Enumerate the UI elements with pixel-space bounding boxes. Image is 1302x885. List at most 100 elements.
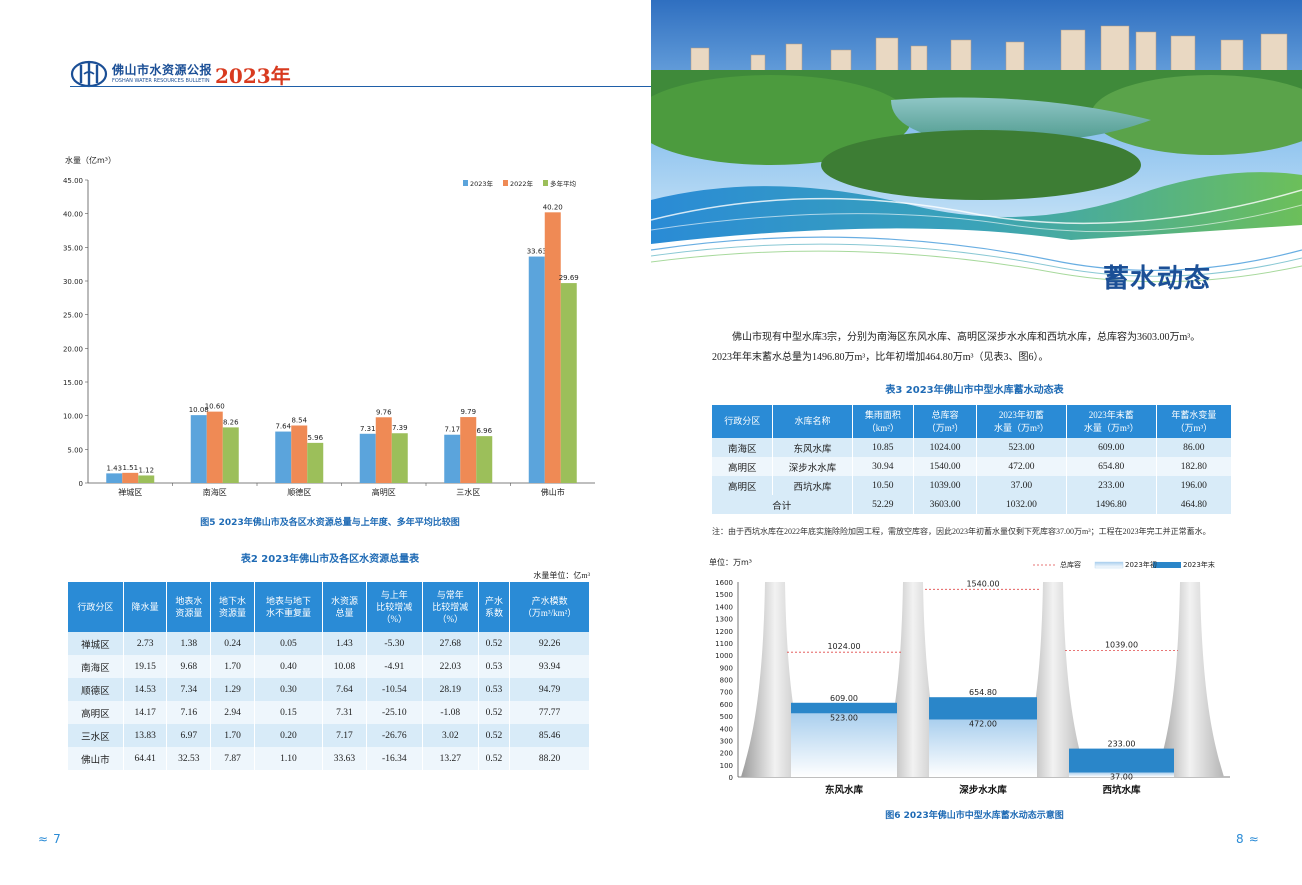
figure5-caption: 图5 2023年佛山市及各区水资源总量与上年度、多年平均比较图 xyxy=(200,518,460,528)
table2-row: 顺德区 14.53 7.34 1.29 0.30 7.64 -10.54 28.19 0.53 9… xyxy=(68,678,590,701)
data-label: 5.96 xyxy=(307,434,323,442)
table3-cell: 86.00 xyxy=(1156,438,1233,457)
y-tick-label: 500 xyxy=(720,713,733,721)
end-storage-label: 609.00 xyxy=(830,694,858,703)
capacity-label: 1039.00 xyxy=(1105,640,1138,649)
reservoir-name: 东风水库 xyxy=(825,784,864,796)
table3-header-cell: 2023年初蓄 水量（万m³） xyxy=(976,405,1067,438)
left-page-footer: ≈ 7 xyxy=(38,828,61,847)
figure5-bar-chart: 水量（亿m³） 0 5.00 10.00 15.00 20.00 25.00 30.00 35.… xyxy=(63,155,595,497)
table3-header-cell: 集雨面积 （km²） xyxy=(852,405,915,438)
y-tick-label: 10.00 xyxy=(63,413,83,421)
data-label: 6.96 xyxy=(476,427,492,435)
y-tick-label: 800 xyxy=(720,677,733,685)
reservoir-initial-water xyxy=(791,713,897,777)
table3-cell: 南海区 xyxy=(712,438,774,457)
unit-label: 单位：万m³ xyxy=(709,557,752,567)
table2-header-cell: 与上年 比较增减 （%） xyxy=(366,582,423,632)
table2-cell: 1.29 xyxy=(210,678,255,701)
table2-cell: 1.38 xyxy=(166,632,212,655)
figure6-reservoir-chart: 单位：万m³ 0 100 200 300 400 500 600 700 800 900 1000 11… xyxy=(709,557,1230,796)
y-tick-label: 600 xyxy=(720,701,733,709)
table2-cell: 0.53 xyxy=(478,678,511,701)
table3-total-cell: 1496.80 xyxy=(1066,495,1157,514)
legend-swatch xyxy=(463,180,468,186)
bar xyxy=(391,433,408,483)
y-tick-label: 300 xyxy=(720,737,733,745)
table3-cell: 高明区 xyxy=(712,476,774,495)
data-label: 7.64 xyxy=(275,423,291,431)
decorative-wave-lines xyxy=(651,236,1302,283)
y-tick-label: 1000 xyxy=(715,652,733,660)
table2-cell: 佛山市 xyxy=(68,747,124,770)
legend-label: 2023年初 xyxy=(1125,560,1157,569)
end-storage-label: 654.80 xyxy=(969,688,997,697)
table3-total-cell: 3603.00 xyxy=(913,495,977,514)
table2: 行政分区 降水量 地表水 资源量 地下水 资源量 地表与地下 水不重复量 水资源 总量 与上年 比较增… xyxy=(68,582,590,770)
bar xyxy=(544,212,561,483)
data-label: 7.39 xyxy=(392,424,408,432)
table2-row: 禅城区 2.73 1.38 0.24 0.05 1.43 -5.30 27.68 0.52 92.… xyxy=(68,632,590,655)
table2-unit: 水量单位：亿m³ xyxy=(533,571,590,580)
table3-header-cell: 年蓄水变量 （万m³） xyxy=(1156,405,1233,438)
table2-cell: 南海区 xyxy=(68,655,124,678)
table2-row: 高明区 14.17 7.16 2.94 0.15 7.31 -25.10 -1.08 0.52 7… xyxy=(68,701,590,724)
x-tick-label: 南海区 xyxy=(203,487,227,497)
table2-cell: 3.02 xyxy=(422,724,479,747)
table3-header-row: 行政分区 水库名称 集雨面积 （km²） 总库容 （万m³） 2023年初蓄 水量（万m³） 2… xyxy=(712,405,1233,438)
data-label: 8.54 xyxy=(291,416,307,424)
y-tick-label: 0 xyxy=(729,774,733,782)
intro-paragraph-1: 佛山市现有中型水库3宗，分别为南海区东风水库、高明区深步水水库和西坑水库，总库容… xyxy=(732,332,1201,343)
data-label: 1.43 xyxy=(106,464,122,472)
table2-cell: 7.87 xyxy=(210,747,255,770)
table2-cell: 6.97 xyxy=(166,724,212,747)
table2-cell: -5.30 xyxy=(366,632,423,655)
table2-cell: -10.54 xyxy=(366,678,423,701)
table2-cell: 33.63 xyxy=(322,747,367,770)
table3-cell: 196.00 xyxy=(1156,476,1233,495)
initial-storage-label: 523.00 xyxy=(830,713,858,722)
table3-cell: 233.00 xyxy=(1066,476,1157,495)
table2-cell: 0.52 xyxy=(478,632,511,655)
table2-cell: 13.83 xyxy=(123,724,168,747)
table2-cell: 0.24 xyxy=(210,632,255,655)
y-tick-label: 1200 xyxy=(715,628,733,636)
section-title: 蓄水动态 xyxy=(1103,264,1212,294)
table3-cell: 654.80 xyxy=(1066,457,1157,476)
table3-cell: 高明区 xyxy=(712,457,774,476)
data-label: 10.60 xyxy=(205,403,225,411)
data-label: 7.31 xyxy=(360,425,376,433)
table2-header-cell: 与常年 比较增减 （%） xyxy=(422,582,479,632)
x-tick-label: 顺德区 xyxy=(287,487,311,497)
bulletin-year: 2023年 xyxy=(215,64,291,88)
bar xyxy=(375,417,392,483)
table2-cell: 7.17 xyxy=(322,724,367,747)
reservoir-initial-water xyxy=(1069,772,1174,777)
table2-cell: 1.10 xyxy=(254,747,324,770)
legend-swatch xyxy=(503,180,508,186)
bulletin-subtitle: FOSHAN WATER RESOURCES BULLETIN xyxy=(112,78,210,84)
y-tick-label: 200 xyxy=(720,750,733,758)
table2-cell: 高明区 xyxy=(68,701,124,724)
table2-cell: 7.16 xyxy=(166,701,212,724)
data-label: 9.79 xyxy=(460,408,476,416)
table2-cell: -25.10 xyxy=(366,701,423,724)
table2-title: 表2 2023年佛山市及各区水资源总量表 xyxy=(240,554,420,565)
bar xyxy=(138,475,155,483)
initial-storage-label: 37.00 xyxy=(1110,772,1133,781)
table2-cell: 32.53 xyxy=(166,747,212,770)
page-number-right: 8 xyxy=(1236,832,1244,846)
reservoir-end-water xyxy=(1069,748,1174,777)
end-storage-label: 233.00 xyxy=(1108,740,1136,749)
table2-cell: 7.34 xyxy=(166,678,212,701)
table3-cell: 30.94 xyxy=(852,457,915,476)
table2-cell: 22.03 xyxy=(422,655,479,678)
table2-cell: 0.20 xyxy=(254,724,324,747)
data-label: 10.08 xyxy=(189,406,209,414)
table2-cell: 0.05 xyxy=(254,632,324,655)
table2-cell: 14.53 xyxy=(123,678,168,701)
data-label: 1.12 xyxy=(138,466,154,474)
table2-header-cell: 水资源 总量 xyxy=(322,582,367,632)
bar xyxy=(291,425,308,483)
bar xyxy=(190,415,207,483)
